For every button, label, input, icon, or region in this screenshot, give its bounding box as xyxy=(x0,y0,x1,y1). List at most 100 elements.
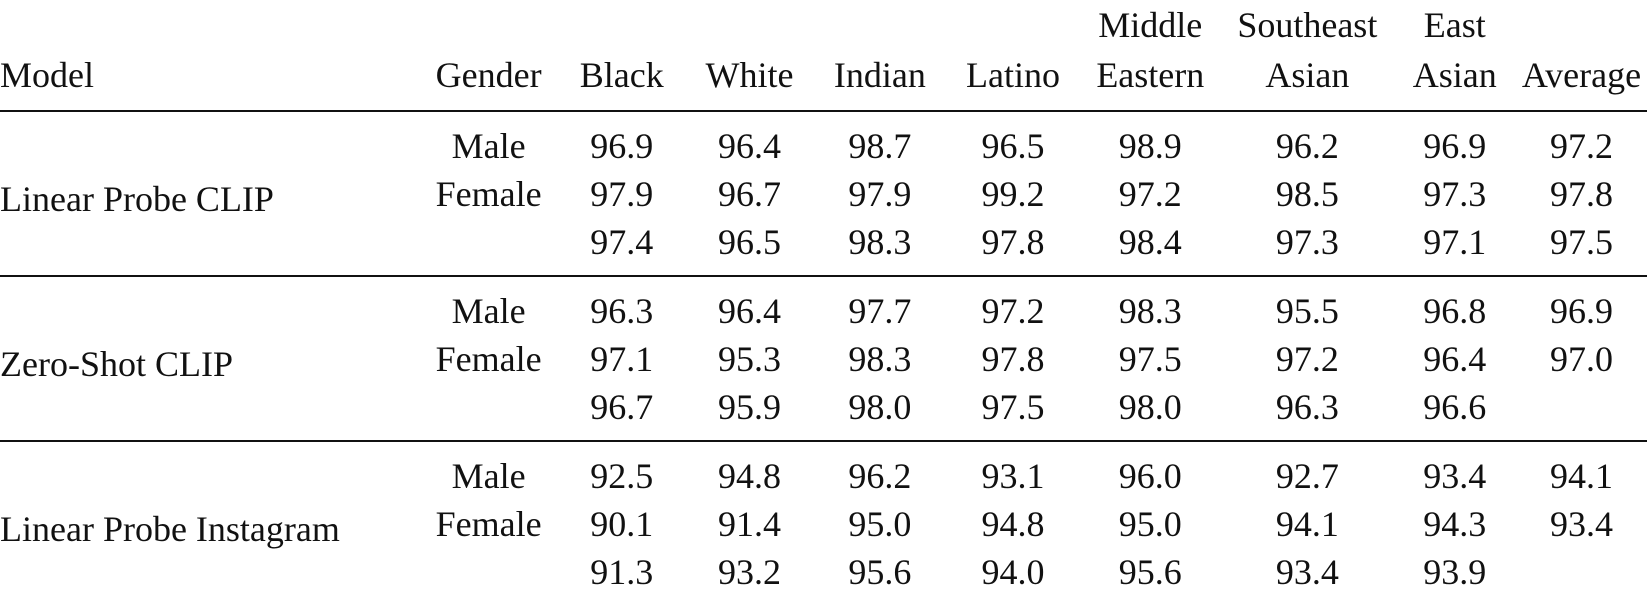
column-header-text: Indian xyxy=(833,55,926,95)
value-cell-black: 96.9 xyxy=(590,126,654,166)
column-header-latino: Latino xyxy=(946,0,1079,111)
column-header-text: Middle xyxy=(1098,5,1203,45)
value-cell-indian: 95.0 xyxy=(848,504,912,544)
value-cell-middle-eastern: 98.3 xyxy=(1118,291,1182,331)
value-cell-southeast-asian: 98.5 xyxy=(1275,174,1339,214)
value-cell-east-asian: 93.4 xyxy=(1423,456,1487,496)
value-cell-southeast-asian: 93.4 xyxy=(1275,552,1339,592)
value-cell-average: 94.1 xyxy=(1549,456,1613,496)
column-header-text: Asian xyxy=(1265,55,1350,95)
value-cell-black: 96.3 xyxy=(590,291,654,331)
value-cell-southeast-asian: 96.3 xyxy=(1275,387,1339,427)
value-cell-middle-eastern: 98.0 xyxy=(1118,387,1182,427)
column-header-text: White xyxy=(705,55,794,95)
value-cell-indian: 96.2 xyxy=(848,456,912,496)
gender-cell xyxy=(419,383,557,441)
value-cell-southeast-asian: 92.7 xyxy=(1275,456,1339,496)
value-cell-average: 97.2 xyxy=(1549,126,1613,166)
column-header-text: Model xyxy=(0,55,94,95)
value-cell-east-asian: 93.9 xyxy=(1423,552,1487,592)
column-header-text: Latino xyxy=(965,55,1060,95)
gender-cell: Female xyxy=(435,174,542,214)
table-row: 91.3 93.2 95.6 94.0 95.6 93.4 93.9 xyxy=(0,548,1647,605)
value-cell-east-asian: 97.3 xyxy=(1423,174,1487,214)
column-header-text: Southeast xyxy=(1237,5,1378,45)
value-cell-east-asian: 97.1 xyxy=(1423,222,1487,262)
value-cell-east-asian: 96.8 xyxy=(1423,291,1487,331)
value-cell-latino: 94.8 xyxy=(981,504,1045,544)
value-cell-southeast-asian: 94.1 xyxy=(1275,504,1339,544)
column-header-gender: Gender xyxy=(419,0,557,111)
gender-cell: Male xyxy=(451,291,526,331)
value-cell-southeast-asian: 97.3 xyxy=(1275,222,1339,262)
value-cell-latino: 97.2 xyxy=(981,291,1045,331)
table-row: Female 90.1 91.4 95.0 94.8 95.0 94.1 94.3 93.4 xyxy=(0,500,1647,548)
gender-cell: Female xyxy=(435,339,542,379)
header-row: Model Gender Black White Indian Latino Middle E… xyxy=(0,0,1647,111)
value-cell-east-asian: 94.3 xyxy=(1423,504,1487,544)
column-header-text: Eastern xyxy=(1096,55,1205,95)
value-cell-average: 97.0 xyxy=(1549,339,1613,379)
value-cell-average: 93.4 xyxy=(1549,504,1613,544)
value-cell-middle-eastern: 95.6 xyxy=(1118,552,1182,592)
model-name-cell: Linear Probe Instagram xyxy=(0,508,340,549)
table-body: Linear Probe CLIP Male 96.9 96.4 98.7 96.5 98.… xyxy=(0,111,1647,605)
column-header-text: Black xyxy=(579,55,664,95)
gender-cell: Female xyxy=(435,504,542,544)
value-cell-average: 96.9 xyxy=(1549,291,1613,331)
value-cell-southeast-asian: 97.2 xyxy=(1275,339,1339,379)
column-header-east-asian: East Asian xyxy=(1394,0,1516,111)
value-cell-black: 97.4 xyxy=(590,222,654,262)
column-header-black: Black xyxy=(558,0,686,111)
table-row: Linear Probe CLIP Male 96.9 96.4 98.7 96.5 98.… xyxy=(0,111,1647,219)
value-cell-middle-eastern: 97.5 xyxy=(1118,339,1182,379)
value-cell-southeast-asian: 96.2 xyxy=(1275,126,1339,166)
value-cell-indian: 97.9 xyxy=(848,174,912,214)
table-row: Female 97.1 95.3 98.3 97.8 97.5 97.2 96.4 97.0 xyxy=(0,335,1647,383)
value-cell-average xyxy=(1516,383,1647,441)
value-cell-indian: 98.7 xyxy=(848,126,912,166)
column-header-indian: Indian xyxy=(813,0,946,111)
value-cell-black: 97.1 xyxy=(590,339,654,379)
gender-cell: Male xyxy=(451,456,526,496)
value-cell-middle-eastern: 95.0 xyxy=(1118,504,1182,544)
value-cell-latino: 93.1 xyxy=(981,456,1045,496)
value-cell-indian: 95.6 xyxy=(848,552,912,592)
value-cell-black: 91.3 xyxy=(590,552,654,592)
model-name-cell: Zero-Shot CLIP xyxy=(0,343,233,384)
table-row: 97.4 96.5 98.3 97.8 98.4 97.3 97.1 97.5 xyxy=(0,218,1647,276)
column-header-text: Gender xyxy=(435,55,542,95)
value-cell-middle-eastern: 96.0 xyxy=(1118,456,1182,496)
column-header-text: Asian xyxy=(1412,55,1497,95)
value-cell-white: 93.2 xyxy=(717,552,781,592)
model-name-cell: Linear Probe CLIP xyxy=(0,178,274,219)
value-cell-black: 90.1 xyxy=(590,504,654,544)
value-cell-latino: 99.2 xyxy=(981,174,1045,214)
table-header: Model Gender Black White Indian Latino Middle E… xyxy=(0,0,1647,111)
value-cell-average: 97.8 xyxy=(1549,174,1613,214)
value-cell-black: 96.7 xyxy=(590,387,654,427)
value-cell-latino: 97.5 xyxy=(981,387,1045,427)
value-cell-latino: 97.8 xyxy=(981,339,1045,379)
table-row: Zero-Shot CLIP Male 96.3 96.4 97.7 97.2 98.3 95… xyxy=(0,276,1647,384)
value-cell-indian: 98.3 xyxy=(848,222,912,262)
value-cell-indian: 97.7 xyxy=(848,291,912,331)
column-header-middle-eastern: Middle Eastern xyxy=(1080,0,1222,111)
value-cell-east-asian: 96.9 xyxy=(1423,126,1487,166)
table-row: 96.7 95.9 98.0 97.5 98.0 96.3 96.6 xyxy=(0,383,1647,441)
column-header-model: Model xyxy=(0,0,419,111)
value-cell-latino: 97.8 xyxy=(981,222,1045,262)
gender-cell xyxy=(419,218,557,276)
value-cell-white: 94.8 xyxy=(717,456,781,496)
value-cell-white: 96.7 xyxy=(717,174,781,214)
value-cell-white: 95.3 xyxy=(717,339,781,379)
value-cell-black: 92.5 xyxy=(590,456,654,496)
value-cell-average: 97.5 xyxy=(1549,222,1613,262)
column-header-text: East xyxy=(1423,5,1486,45)
value-cell-latino: 94.0 xyxy=(981,552,1045,592)
column-header-average: Average xyxy=(1516,0,1647,111)
value-cell-middle-eastern: 97.2 xyxy=(1118,174,1182,214)
value-cell-white: 96.4 xyxy=(717,126,781,166)
value-cell-white: 96.4 xyxy=(717,291,781,331)
